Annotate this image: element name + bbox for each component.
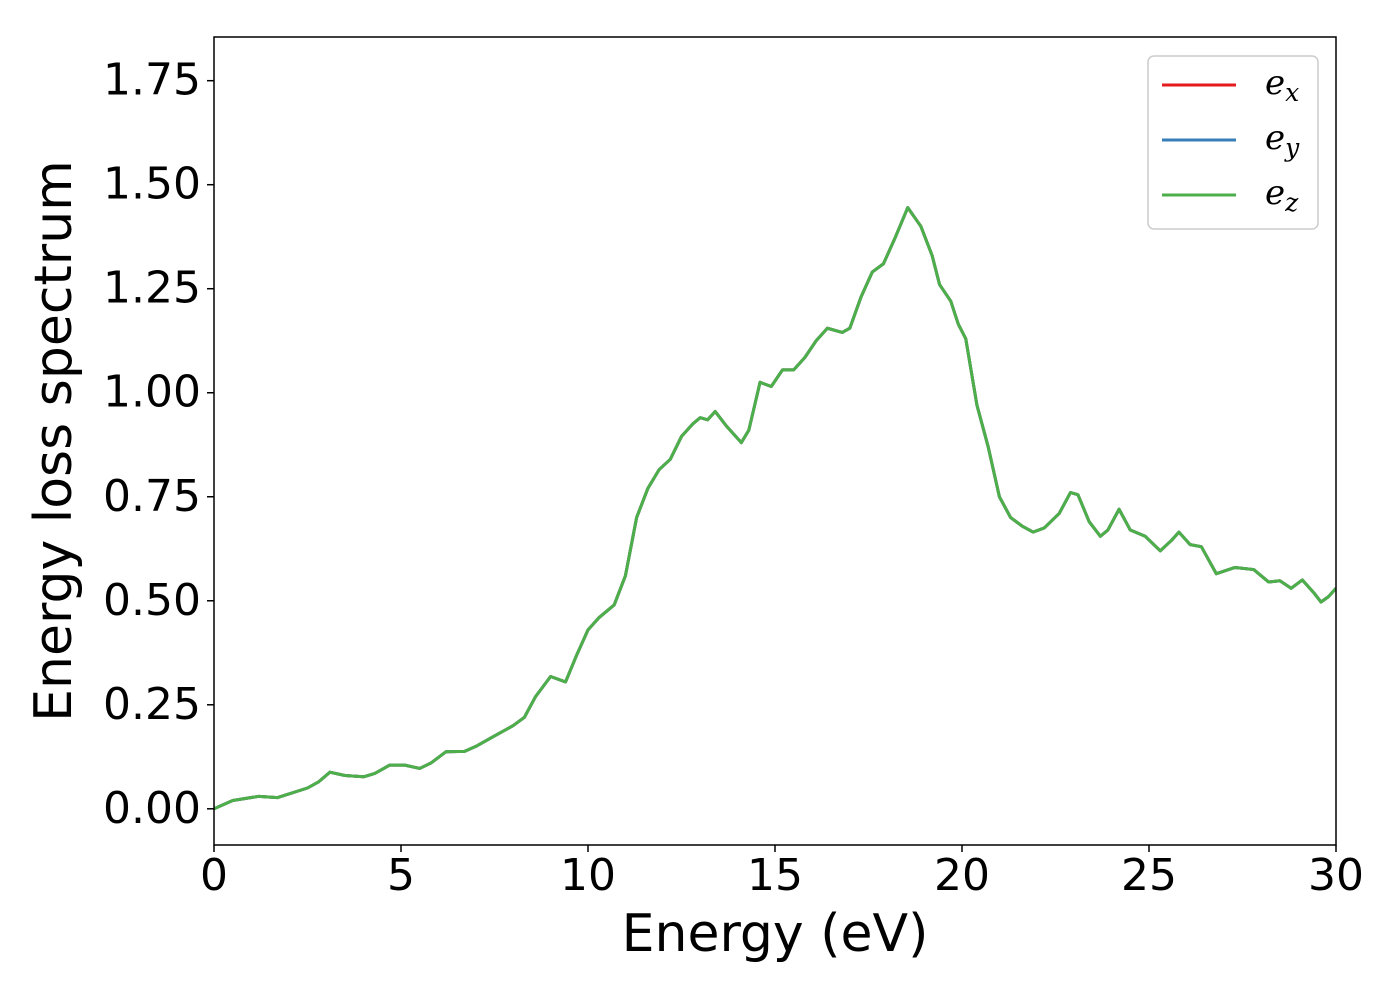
legend-label: ey [1265,118,1300,162]
y-tick-label: 0.25 [103,679,201,730]
y-tick-label: 1.00 [103,367,201,418]
y-tick-label: 1.50 [103,159,201,210]
plot-frame [213,36,1337,846]
x-tick-label: 25 [1121,850,1177,901]
line-series [214,206,1336,811]
legend-label: ez [1265,173,1299,217]
y-tick-label: 0.00 [103,783,201,834]
legend-label: ex [1265,63,1299,107]
x-tick-label: 5 [387,850,415,901]
y-tick-label: 1.75 [103,55,201,106]
y-tick-label: 0.50 [103,575,201,626]
x-tick-label: 30 [1308,850,1364,901]
x-tick-label: 0 [200,850,228,901]
x-tick-label: 20 [934,850,990,901]
x-tick-label: 10 [560,850,616,901]
y-tick-label: 0.75 [103,471,201,522]
y-tick-label: 1.25 [103,263,201,314]
x-tick-label: 15 [747,850,803,901]
legend-box [1147,55,1319,230]
y-axis-label: Energy loss spectrum [24,160,84,722]
x-axis-label: Energy (eV) [622,904,929,964]
